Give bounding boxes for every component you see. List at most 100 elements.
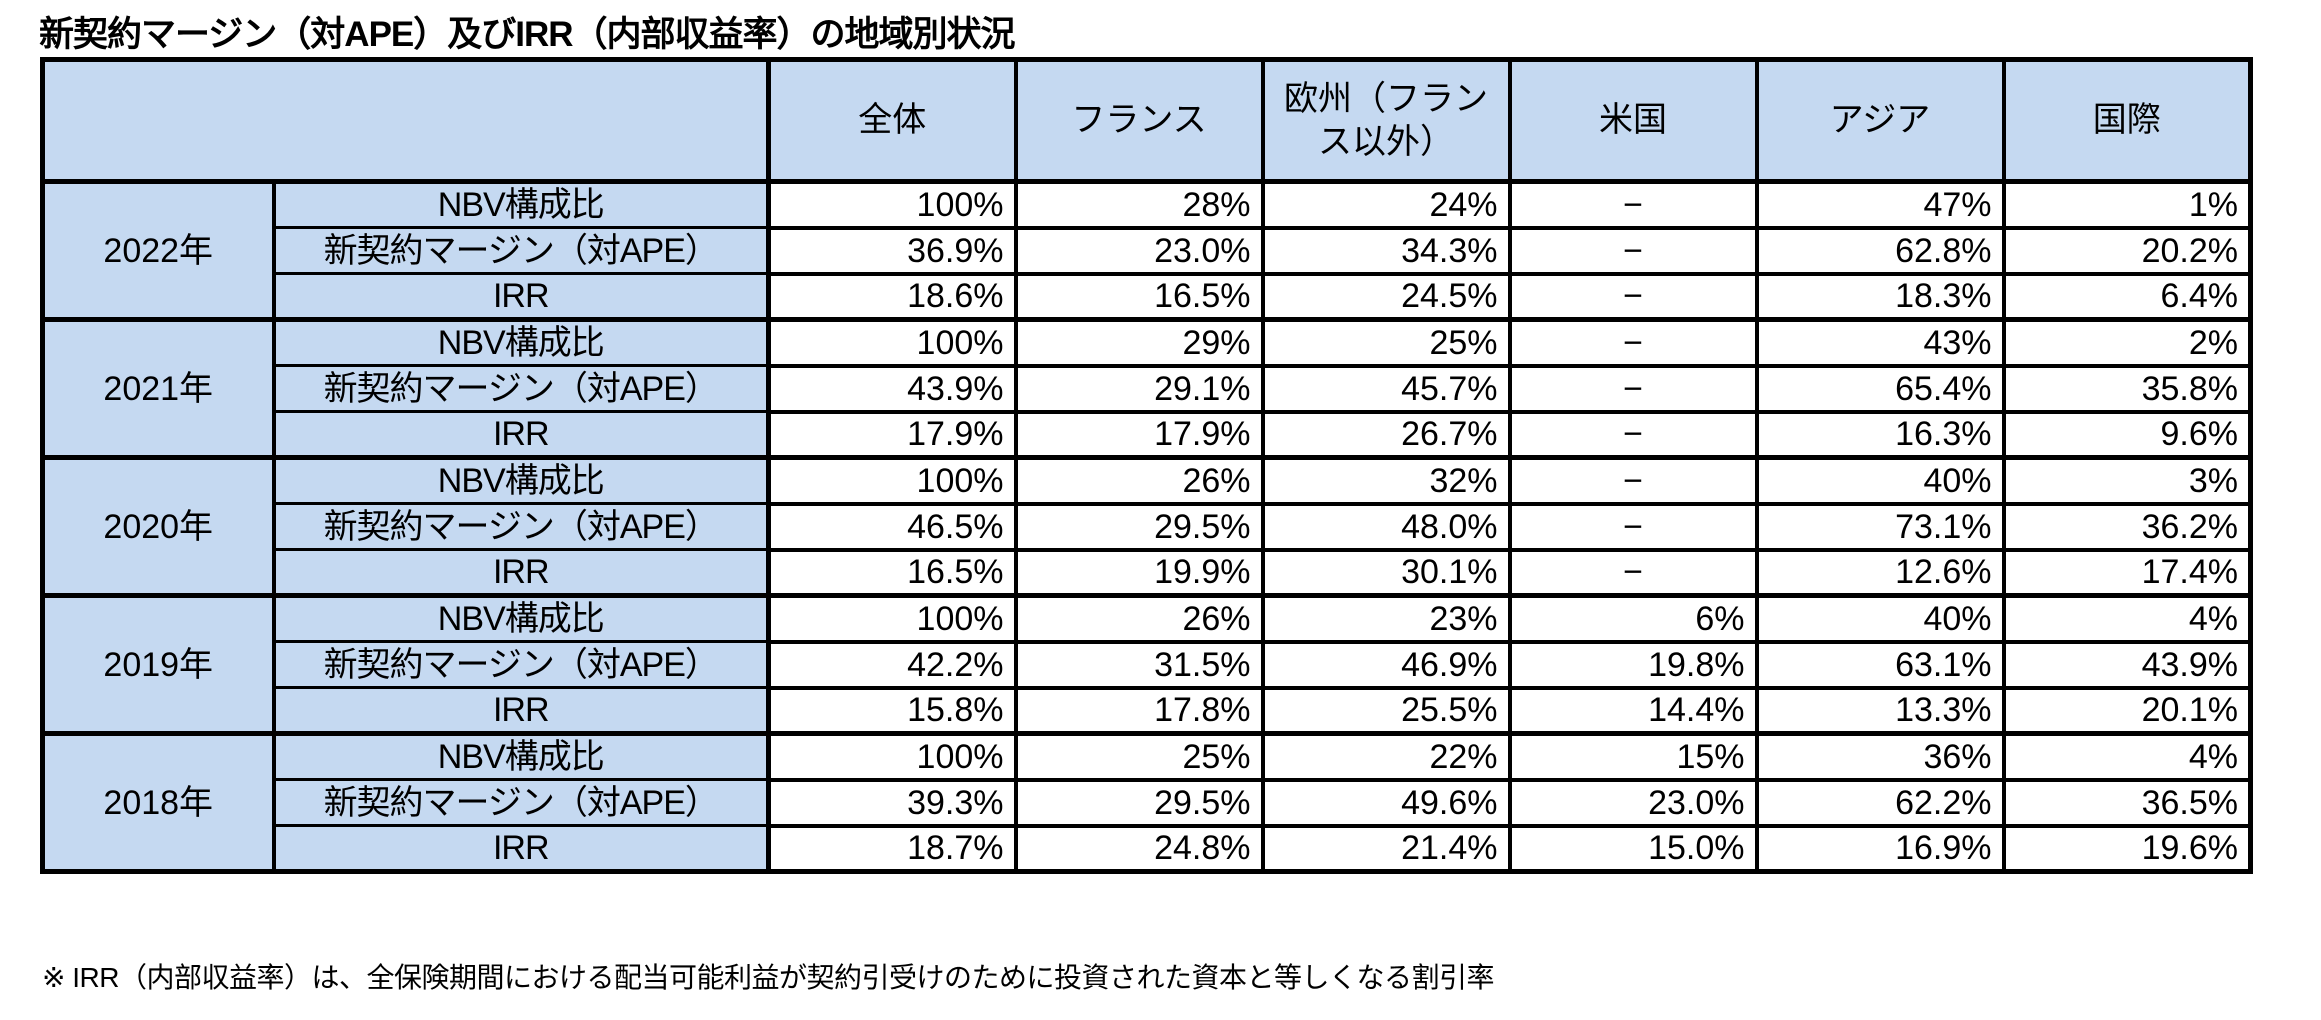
column-header-total: 全体 xyxy=(766,57,1018,184)
value-cell: 45.7% xyxy=(1260,363,1512,414)
year-cell: 2018年 xyxy=(40,731,275,874)
value-cell: 63.1% xyxy=(1754,639,2006,690)
column-header-international: 国際 xyxy=(2001,57,2253,184)
table-row: IRR 15.8% 17.8% 25.5% 14.4% 13.3% 20.1% xyxy=(43,685,2253,736)
year-cell: 2021年 xyxy=(40,317,275,460)
value-cell: − xyxy=(1507,225,1759,276)
value-cell: − xyxy=(1507,501,1759,552)
value-cell: 25% xyxy=(1013,731,1265,782)
column-header-france: フランス xyxy=(1013,57,1265,184)
header-row: 全体 フランス 欧州（フランス以外） 米国 アジア 国際 xyxy=(40,57,2253,184)
value-cell: − xyxy=(1507,409,1759,460)
row-label: 新契約マージン（対APE） xyxy=(271,364,771,413)
page-title: 新契約マージン（対APE）及びIRR（内部収益率）の地域別状況 xyxy=(39,15,1016,54)
value-cell: 23% xyxy=(1260,593,1512,644)
value-cell: 17.9% xyxy=(766,409,1018,460)
value-cell: 20.1% xyxy=(2001,685,2253,736)
value-cell: 100% xyxy=(766,455,1018,506)
year-cell: 2019年 xyxy=(40,593,275,736)
value-cell: − xyxy=(1507,455,1759,506)
row-label: NBV構成比 xyxy=(271,179,771,229)
value-cell: 29% xyxy=(1013,317,1265,368)
value-cell: 36% xyxy=(1754,731,2006,782)
value-cell: 18.7% xyxy=(766,823,1018,874)
table-row: IRR 18.6% 16.5% 24.5% − 18.3% 6.4% xyxy=(43,271,2253,322)
value-cell: 20.2% xyxy=(2001,225,2253,276)
value-cell: 24% xyxy=(1260,179,1512,230)
row-label: 新契約マージン（対APE） xyxy=(271,502,771,551)
value-cell: − xyxy=(1507,317,1759,368)
value-cell: 1% xyxy=(2001,179,2253,230)
value-cell: 25% xyxy=(1260,317,1512,368)
table-row: 新契約マージン（対APE） 36.9% 23.0% 34.3% − 62.8% … xyxy=(43,225,2253,276)
value-cell: 4% xyxy=(2001,731,2253,782)
table-row: 2018年 NBV構成比 100% 25% 22% 15% 36% 4% xyxy=(40,731,2253,874)
year-cell: 2020年 xyxy=(40,455,275,598)
value-cell: 29.5% xyxy=(1013,501,1265,552)
value-cell: 29.1% xyxy=(1013,363,1265,414)
value-cell: − xyxy=(1507,547,1759,598)
column-header-usa: 米国 xyxy=(1507,57,1759,184)
table-row: 2020年 NBV構成比 100% 26% 32% − 40% 3% xyxy=(40,455,2253,598)
value-cell: 49.6% xyxy=(1260,777,1512,828)
value-cell: 73.1% xyxy=(1754,501,2006,552)
footnote: ※ IRR（内部収益率）は、全保険期間における配当可能利益が契約引受けのために投… xyxy=(42,962,1494,993)
value-cell: 62.2% xyxy=(1754,777,2006,828)
value-cell: − xyxy=(1507,363,1759,414)
value-cell: 17.8% xyxy=(1013,685,1265,736)
row-label: 新契約マージン（対APE） xyxy=(271,778,771,827)
value-cell: 6% xyxy=(1507,593,1759,644)
value-cell: 32% xyxy=(1260,455,1512,506)
table-row: 新契約マージン（対APE） 39.3% 29.5% 49.6% 23.0% 62… xyxy=(43,777,2253,828)
value-cell: 28% xyxy=(1013,179,1265,230)
value-cell: 100% xyxy=(766,731,1018,782)
value-cell: 42.2% xyxy=(766,639,1018,690)
value-cell: 40% xyxy=(1754,593,2006,644)
value-cell: 14.4% xyxy=(1507,685,1759,736)
row-label: NBV構成比 xyxy=(271,317,771,367)
value-cell: 62.8% xyxy=(1754,225,2006,276)
value-cell: 18.6% xyxy=(766,271,1018,322)
value-cell: 15.0% xyxy=(1507,823,1759,874)
row-label: NBV構成比 xyxy=(271,731,771,781)
row-label: IRR xyxy=(271,272,771,321)
row-label: NBV構成比 xyxy=(271,593,771,643)
table-row: IRR 18.7% 24.8% 21.4% 15.0% 16.9% 19.6% xyxy=(43,823,2253,874)
value-cell: 29.5% xyxy=(1013,777,1265,828)
value-cell: 22% xyxy=(1260,731,1512,782)
value-cell: 36.5% xyxy=(2001,777,2253,828)
table-row: 新契約マージン（対APE） 42.2% 31.5% 46.9% 19.8% 63… xyxy=(43,639,2253,690)
value-cell: 3% xyxy=(2001,455,2253,506)
value-cell: 46.9% xyxy=(1260,639,1512,690)
value-cell: 65.4% xyxy=(1754,363,2006,414)
row-label: IRR xyxy=(271,824,771,873)
value-cell: 16.5% xyxy=(1013,271,1265,322)
row-label: IRR xyxy=(271,410,771,459)
value-cell: 40% xyxy=(1754,455,2006,506)
row-label: 新契約マージン（対APE） xyxy=(271,226,771,275)
value-cell: 15.8% xyxy=(766,685,1018,736)
value-cell: 16.5% xyxy=(766,547,1018,598)
value-cell: 19.9% xyxy=(1013,547,1265,598)
value-cell: 24.5% xyxy=(1260,271,1512,322)
value-cell: 23.0% xyxy=(1507,777,1759,828)
value-cell: 18.3% xyxy=(1754,271,2006,322)
value-cell: 23.0% xyxy=(1013,225,1265,276)
value-cell: − xyxy=(1507,271,1759,322)
year-cell: 2022年 xyxy=(40,179,275,322)
table-row: IRR 16.5% 19.9% 30.1% − 12.6% 17.4% xyxy=(43,547,2253,598)
value-cell: 24.8% xyxy=(1013,823,1265,874)
row-label: IRR xyxy=(271,686,771,735)
table-row: 新契約マージン（対APE） 43.9% 29.1% 45.7% − 65.4% … xyxy=(43,363,2253,414)
value-cell: 26% xyxy=(1013,593,1265,644)
value-cell: 17.9% xyxy=(1013,409,1265,460)
value-cell: 100% xyxy=(766,179,1018,230)
value-cell: 48.0% xyxy=(1260,501,1512,552)
table-row: 2022年 NBV構成比 100% 28% 24% − 47% 1% xyxy=(40,179,2253,322)
value-cell: 47% xyxy=(1754,179,2006,230)
value-cell: 43% xyxy=(1754,317,2006,368)
value-cell: 36.2% xyxy=(2001,501,2253,552)
value-cell: 15% xyxy=(1507,731,1759,782)
table-row: 2021年 NBV構成比 100% 29% 25% − 43% 2% xyxy=(40,317,2253,460)
